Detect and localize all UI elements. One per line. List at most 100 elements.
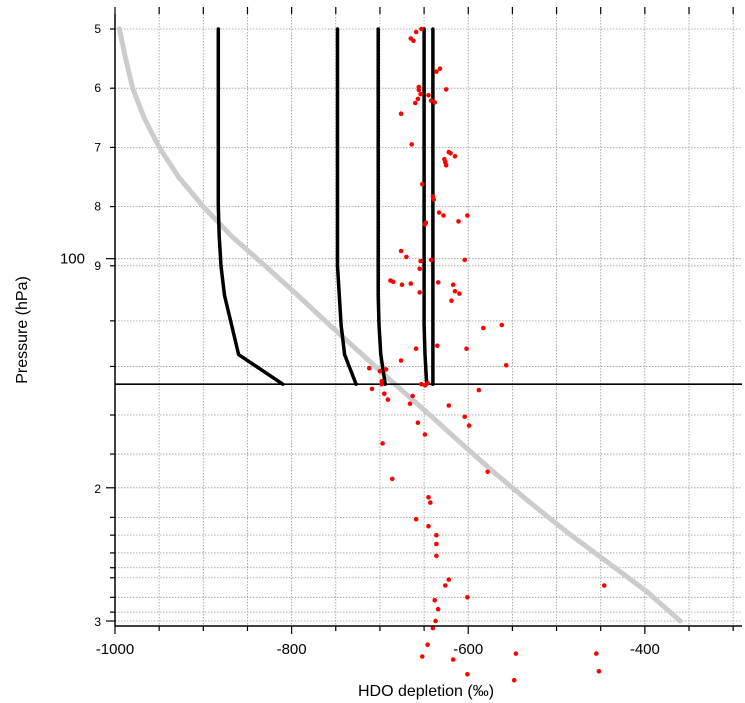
scatter-point [432, 598, 438, 603]
scatter-point [443, 583, 448, 588]
black-curve [376, 27, 387, 386]
scatter-point [398, 358, 404, 363]
scatter-point [377, 368, 383, 374]
scatter-point [390, 279, 396, 285]
scatter-point [457, 291, 462, 296]
x-axis-title: HDO depletion (‰) [358, 683, 494, 700]
scatter-point [503, 363, 509, 368]
scatter-point [452, 154, 458, 159]
y-minor-tick-label: 9 [94, 259, 101, 273]
scatter-point [511, 677, 517, 683]
y-major-tick-label: 2 [94, 482, 101, 496]
scatter-point [449, 298, 454, 304]
x-tick-label: -800 [277, 641, 307, 658]
gray-curve [116, 26, 683, 624]
scatter-point [411, 38, 416, 44]
scatter-point [596, 669, 602, 674]
y-minor-tick-label: 6 [94, 81, 101, 95]
scatter-point [418, 258, 423, 264]
scatter-point [410, 393, 415, 399]
scatter-point [434, 541, 439, 547]
scatter-point [390, 476, 395, 482]
scatter-point [499, 322, 505, 328]
scatter-point [452, 289, 458, 294]
scatter-point [419, 381, 424, 387]
scatter-point [443, 162, 449, 168]
scatter-point [408, 281, 414, 286]
scatter-point [416, 87, 422, 93]
plot-area [115, 26, 742, 683]
scatter-point [404, 254, 409, 260]
scatter-point [382, 391, 387, 397]
scatter-point [450, 657, 456, 662]
black-curve [422, 27, 429, 386]
scatter-point [456, 219, 461, 224]
scatter-point [594, 651, 599, 656]
scatter-point [481, 325, 486, 331]
scatter-point [485, 469, 491, 475]
scatter-point [413, 346, 419, 352]
scatter-point [435, 280, 441, 285]
scatter-point [430, 625, 436, 631]
scatter-point [417, 290, 423, 295]
scatter-point [409, 142, 415, 147]
scatter-point [462, 257, 468, 263]
scatter-point [398, 248, 404, 254]
scatter-point [422, 222, 428, 227]
scatter-point [431, 197, 437, 202]
scatter-point [432, 100, 438, 105]
scatter-point [422, 432, 428, 437]
y-minor-tick-label: 8 [94, 200, 101, 214]
y-major-tick-label: 3 [94, 615, 101, 629]
scatter-point [465, 595, 470, 600]
scatter-point [450, 282, 456, 288]
y-axis-title: Pressure (hPa) [14, 276, 31, 384]
scatter-point [426, 495, 431, 500]
scatter-point [426, 524, 431, 529]
y-minor-tick-label: 7 [94, 140, 101, 154]
scatter-point [466, 423, 472, 428]
scatter-point [379, 381, 385, 387]
scatter-point [433, 618, 438, 624]
scatter-point [383, 367, 389, 372]
x-tick-label: -400 [630, 641, 660, 658]
scatter-point [413, 100, 418, 106]
x-tick-label: -600 [453, 641, 483, 658]
scatter-point [443, 87, 449, 92]
scatter-point [385, 397, 391, 402]
scatter-point [413, 516, 419, 522]
y-major-tick-label: 100 [60, 251, 85, 268]
scatter-point [399, 282, 405, 288]
scatter-point [415, 96, 421, 102]
scatter-point [367, 365, 372, 371]
scatter-point [420, 654, 425, 659]
scatter-point [434, 532, 439, 538]
scatter-point [380, 441, 385, 446]
scatter-point [426, 93, 431, 98]
scatter-point [464, 346, 469, 352]
scatter-point [425, 380, 430, 386]
scatter-point [462, 414, 468, 420]
x-tick-label: -1000 [96, 641, 134, 658]
y-minor-tick-label: 5 [94, 22, 101, 36]
scatter-point [369, 386, 375, 392]
scatter-point [465, 213, 470, 218]
scatter-point [435, 343, 440, 349]
scatter-point [446, 577, 452, 582]
scatter-point [437, 66, 443, 71]
scatter-point [476, 387, 482, 393]
black-curve [216, 27, 285, 386]
scatter-point [418, 91, 423, 97]
scatter-point [425, 642, 430, 647]
scatter-point [434, 553, 439, 559]
scatter-point [446, 403, 452, 408]
scatter-point [441, 213, 446, 218]
scatter-point [428, 98, 434, 103]
scatter-point [415, 420, 421, 426]
scatter-point [436, 210, 442, 215]
scatter-point [419, 26, 424, 32]
scatter-point [407, 401, 413, 407]
scatter-point [465, 672, 470, 677]
scatter-point [513, 651, 519, 656]
